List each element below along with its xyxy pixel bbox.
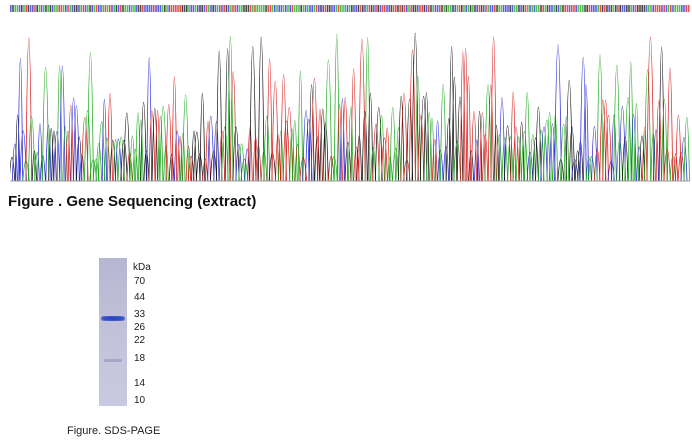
marker-label: 22	[134, 335, 146, 346]
base-call-strip	[10, 5, 690, 12]
marker-label: 14	[134, 378, 146, 389]
protein-band	[101, 316, 125, 321]
faint-band	[104, 359, 122, 362]
marker-label: 10	[134, 395, 146, 406]
marker-label: 33	[134, 309, 146, 320]
kda-unit-label: kDa	[133, 262, 151, 273]
sds-page-gel-lane	[99, 258, 127, 406]
marker-label: 18	[134, 353, 146, 364]
sds-page-caption: Figure. SDS-PAGE	[67, 425, 161, 437]
marker-label: 26	[134, 322, 146, 333]
gene-sequencing-caption: Figure . Gene Sequencing (extract)	[8, 193, 257, 210]
sequencing-chromatogram	[10, 5, 690, 182]
marker-label: 70	[134, 276, 146, 287]
marker-label: 44	[134, 292, 146, 303]
trace-peaks	[10, 32, 690, 182]
